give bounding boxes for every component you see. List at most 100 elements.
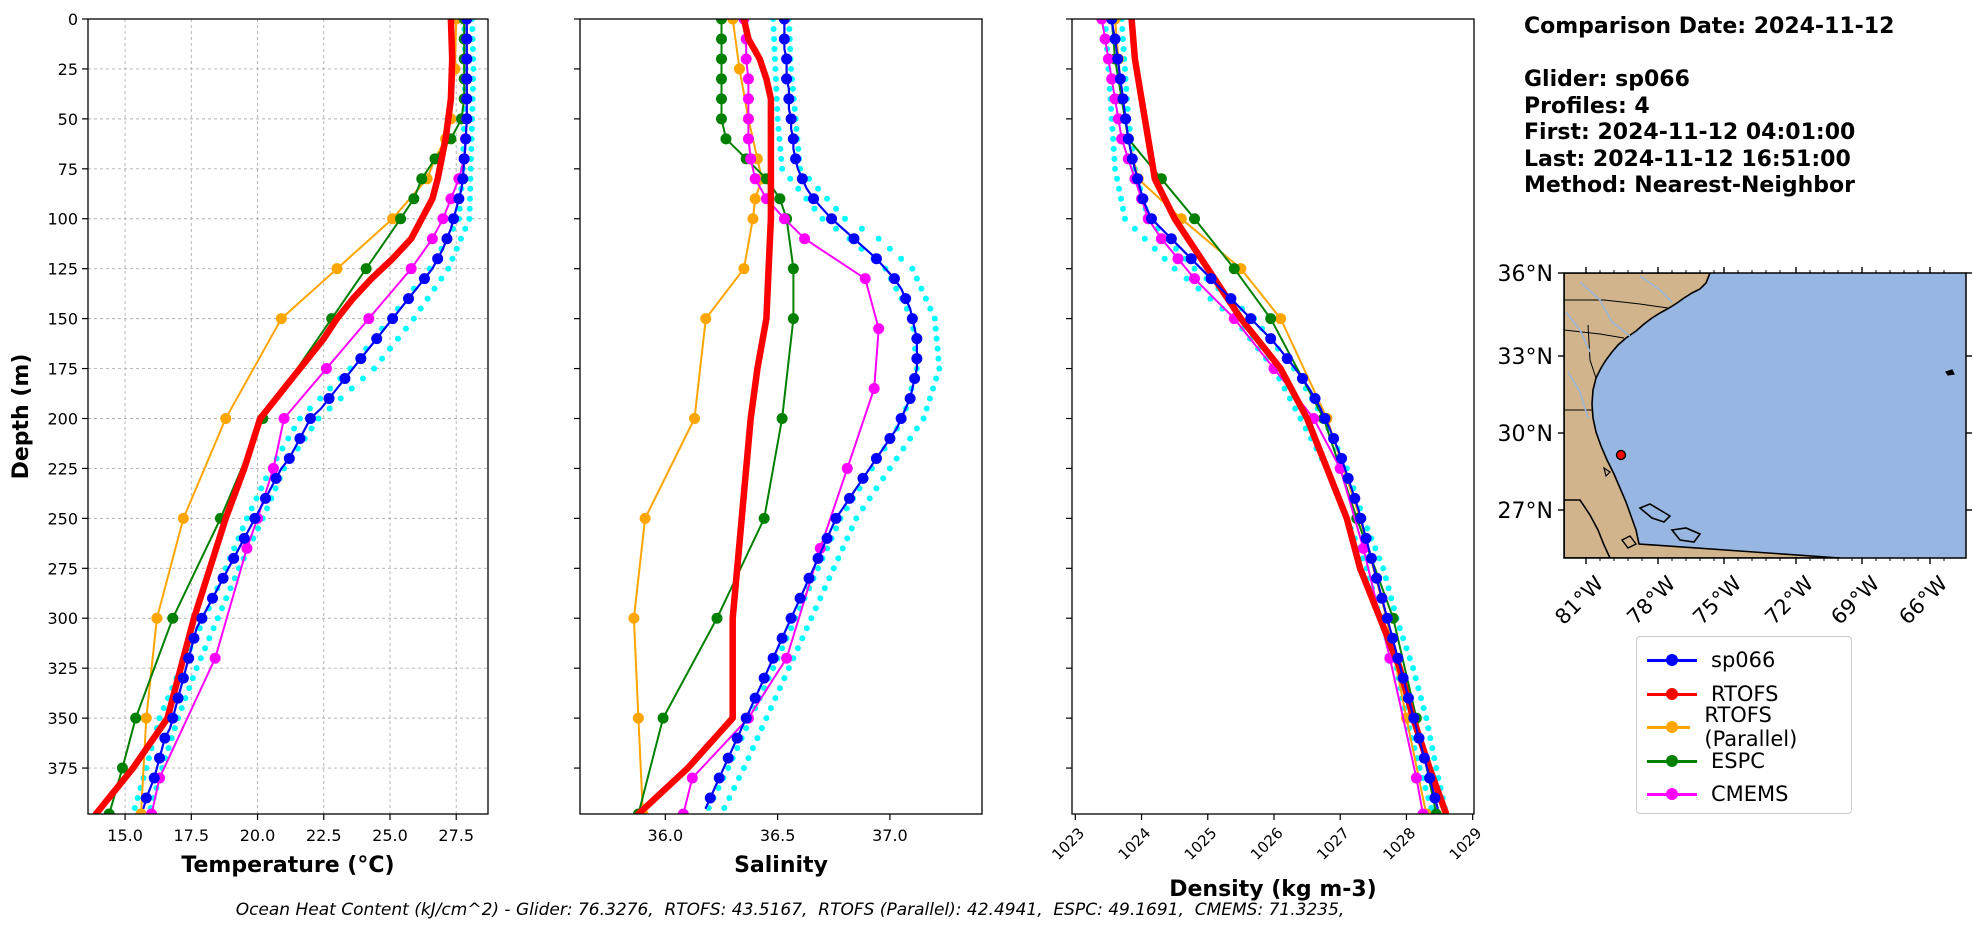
- series-point: [1102, 53, 1114, 65]
- y-tick-label: 275: [47, 559, 78, 578]
- series-point: [639, 512, 651, 524]
- series-point: [785, 113, 797, 125]
- glider-profile-point: [909, 265, 916, 272]
- series-point: [758, 672, 770, 684]
- island: [1638, 503, 1672, 523]
- series-point: [461, 93, 473, 105]
- series-point: [911, 353, 923, 365]
- glider-profile: [1102, 19, 1435, 812]
- glider-profile-point: [795, 185, 802, 192]
- glider-profile-point: [1433, 765, 1440, 772]
- series-point: [1319, 412, 1331, 424]
- series-point: [803, 572, 815, 584]
- series-point: [1349, 492, 1361, 504]
- series-point: [900, 293, 912, 305]
- series-point: [1429, 792, 1441, 804]
- glider-profile-point: [1364, 525, 1371, 532]
- glider-profile-point: [317, 395, 324, 402]
- glider-profile-point: [296, 415, 303, 422]
- series-point: [1275, 313, 1287, 325]
- glider-profile-point: [799, 635, 806, 642]
- glider-profile-point: [923, 405, 930, 412]
- glider-profile-point: [775, 125, 782, 132]
- series-point: [1430, 808, 1442, 814]
- glider-profile-point: [777, 145, 784, 152]
- glider-profile-point: [466, 215, 473, 222]
- series-point: [749, 692, 761, 704]
- glider-profile-point: [900, 445, 907, 452]
- glider-profile-point: [1382, 575, 1389, 582]
- glider-profile-point: [467, 175, 474, 182]
- glider-profile-point: [875, 235, 882, 242]
- glider-profile-point: [793, 125, 800, 132]
- temperature-panel: 0 25 50 75 100 125 150 175 200 225 250 275 300 325 350…: [9, 10, 489, 878]
- island: [1670, 527, 1702, 543]
- series-point: [781, 652, 793, 664]
- glider-profile-point: [291, 425, 298, 432]
- glider-profile-point: [749, 745, 756, 752]
- series-point: [868, 383, 880, 395]
- series-point: [387, 313, 399, 325]
- series-point: [403, 293, 415, 305]
- glider-profile-point: [1119, 205, 1126, 212]
- y-tick-label: 150: [47, 310, 78, 329]
- series-point: [453, 193, 465, 205]
- glider-profile-point: [907, 435, 914, 442]
- series-point: [1376, 592, 1388, 604]
- series-point: [1189, 213, 1201, 225]
- series-point: [628, 612, 640, 624]
- glider-profile-point: [1116, 185, 1123, 192]
- glider-profile-point: [308, 425, 315, 432]
- series-point: [1172, 253, 1184, 265]
- series-point: [460, 133, 472, 145]
- glider-profile-point: [468, 145, 475, 152]
- series-point: [432, 253, 444, 265]
- glider-profile-point: [1114, 175, 1121, 182]
- series-point: [159, 732, 171, 744]
- glider-profile-point: [1172, 245, 1179, 252]
- glider-profile-point: [803, 625, 810, 632]
- series-point: [657, 712, 669, 724]
- glider-profile-point: [457, 235, 464, 242]
- glider-profile-point: [453, 245, 460, 252]
- glider-profile-point: [866, 495, 873, 502]
- lon-tick-label: 66°W: [1894, 571, 1952, 629]
- series-sp066: [704, 19, 923, 810]
- series-point: [911, 333, 923, 345]
- series-point: [1296, 373, 1308, 385]
- series-point: [783, 93, 795, 105]
- glider-profile-point: [771, 35, 778, 42]
- series-line: [704, 19, 919, 810]
- series-rtofs: [635, 19, 775, 814]
- series-point: [742, 93, 754, 105]
- series-point: [457, 173, 469, 185]
- series-point: [1137, 193, 1149, 205]
- glider-profile-point: [833, 525, 840, 532]
- y-tick-label: 75: [58, 160, 78, 179]
- series-point: [857, 472, 869, 484]
- glider-profile-point: [922, 295, 929, 302]
- series-point: [740, 53, 752, 65]
- glider-profile-point: [348, 385, 355, 392]
- x-tick-label: 17.5: [173, 826, 209, 845]
- glider-profile-point: [803, 195, 810, 202]
- glider-profile-point: [1141, 235, 1148, 242]
- series-point: [1265, 333, 1277, 345]
- glider-profile-point: [794, 645, 801, 652]
- x-tick-label: 1024: [1115, 824, 1155, 864]
- glider-profile-point: [815, 185, 822, 192]
- glider-profile-point: [726, 795, 733, 802]
- ocean-heat-content-footer: Ocean Heat Content (kJ/cm^2) - Glider: 7…: [235, 900, 1345, 920]
- series-point: [283, 452, 295, 464]
- glider-profile-point: [778, 155, 785, 162]
- series-point: [445, 193, 457, 205]
- series-line: [1114, 19, 1428, 814]
- glider-profile-point: [469, 25, 476, 32]
- glider-profile-point: [858, 225, 865, 232]
- island: [1603, 466, 1611, 478]
- glider-profile-point: [466, 205, 473, 212]
- series-point: [1165, 233, 1177, 245]
- series-point: [711, 612, 723, 624]
- glider-profile-point: [202, 645, 209, 652]
